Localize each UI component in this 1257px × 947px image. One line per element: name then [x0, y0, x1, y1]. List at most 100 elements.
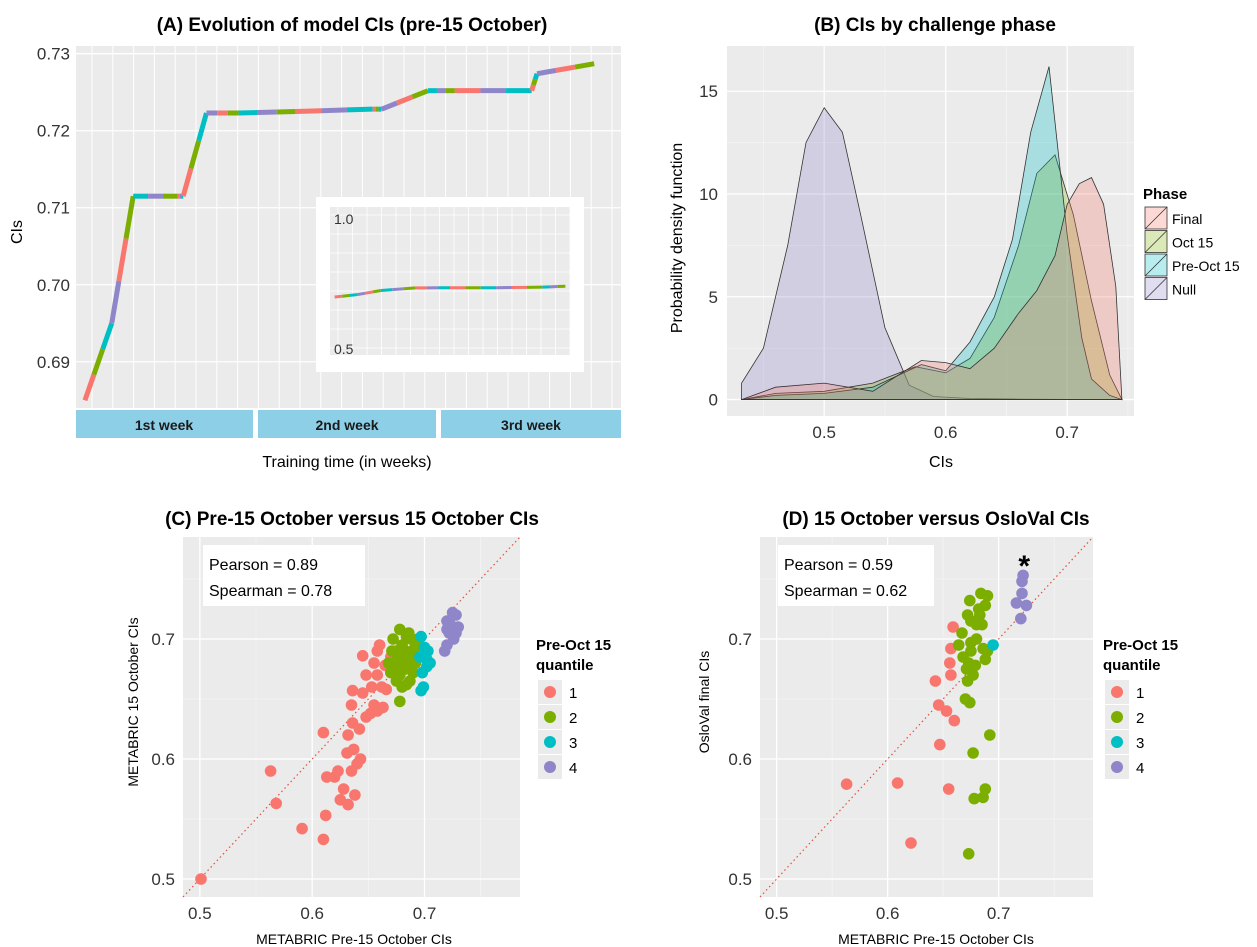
panel-c-stats-bg [203, 545, 365, 606]
point-quantile-2 [964, 696, 976, 709]
point-quantile-1 [940, 705, 953, 717]
point-quantile-4 [447, 633, 460, 645]
point-quantile-3 [421, 660, 433, 673]
xtick-label: 0.7 [987, 904, 1011, 923]
panel-d-star-marker: * [1018, 550, 1030, 583]
panel-a-week-bars: 1st week 2nd week 3rd week [76, 410, 621, 438]
point-quantile-2 [394, 695, 406, 708]
point-quantile-1 [317, 726, 330, 739]
panel-a-ytick-label: 0.72 [37, 122, 70, 141]
point-quantile-1 [945, 669, 957, 681]
panel-b-ticks: 0.5 0.6 0.7 0 5 10 15 [699, 82, 1079, 442]
point-quantile-1 [356, 650, 369, 662]
panel-a-line-segment [109, 280, 122, 324]
panel-d-stats-bg [778, 545, 934, 606]
point-quantile-1 [296, 822, 308, 835]
point-quantile-1 [840, 778, 853, 790]
point-quantile-1 [942, 783, 955, 795]
point-quantile-2 [956, 627, 968, 639]
panel-a-ci-line [82, 61, 595, 402]
point-quantile-4 [1016, 587, 1028, 600]
point-quantile-1 [337, 783, 350, 795]
week-bar-1 [76, 410, 253, 438]
point-quantile-1 [934, 738, 946, 751]
point-quantile-1 [380, 683, 393, 696]
ytick-label: 0.7 [728, 630, 752, 649]
point-quantile-1 [319, 809, 332, 822]
legend-key-point-1 [544, 686, 556, 698]
panel-a-ylabel: CIs [9, 220, 26, 244]
point-quantile-1 [368, 657, 380, 669]
panel-c-ticks: 0.5 0.6 0.7 0.5 0.6 0.7 [151, 630, 436, 923]
point-quantile-1 [342, 798, 354, 811]
point-quantile-2 [984, 729, 996, 741]
panel-b-xtick-label: 0.6 [934, 423, 958, 442]
point-quantile-3 [987, 639, 999, 651]
panel-a-title: (A) Evolution of model CIs (pre-15 Octob… [157, 15, 548, 36]
legend-key-point-4 [1111, 761, 1123, 773]
panel-a-line-segment [532, 72, 540, 81]
xtick-label: 0.5 [188, 904, 212, 923]
panel-b-legend-label: Oct 15 [1172, 235, 1213, 251]
point-quantile-1 [929, 675, 942, 687]
panel-a-line-segment [321, 107, 348, 114]
point-quantile-1 [891, 777, 904, 789]
panel-b-xtick-label: 0.7 [1055, 423, 1079, 442]
panel-c-title: (C) Pre-15 October versus 15 October CIs [165, 509, 539, 530]
legend-key-point-3 [544, 736, 556, 748]
legend-label: 2 [1136, 710, 1144, 727]
legend-key-point-2 [1111, 711, 1123, 723]
week-bar-3 [441, 410, 621, 438]
panel-d-points [840, 569, 1033, 860]
point-quantile-1 [349, 789, 361, 801]
ytick-label: 0.6 [728, 750, 752, 769]
inset-line-segment [372, 289, 382, 294]
panel-a-line-segment [123, 195, 136, 239]
inset-line-segment [392, 287, 404, 292]
point-quantile-1 [342, 729, 354, 741]
panel-b-ytick-label: 10 [699, 185, 718, 204]
legend-label: 1 [1136, 685, 1144, 702]
legend-label: 4 [569, 760, 577, 777]
panel-d-ylabel: OsloVal final CIs [696, 651, 712, 753]
point-quantile-1 [371, 669, 384, 681]
point-quantile-1 [365, 681, 378, 693]
panel-b-legend-key-slash [1144, 230, 1168, 253]
panel-b-legend-title: Phase [1143, 186, 1187, 203]
panel-c-legend-title-1: Pre-Oct 15 [536, 637, 611, 654]
panel-b: (B) CIs by challenge phase Probability d… [669, 15, 1240, 471]
inset-line-segment [365, 290, 374, 295]
panel-c-legend: Pre-Oct 15 quantile 1 2 3 4 [536, 637, 611, 779]
panel-b-legend-label: Pre-Oct 15 [1172, 258, 1240, 274]
point-quantile-2 [970, 633, 983, 645]
point-quantile-4 [1017, 569, 1029, 582]
point-quantile-1 [332, 765, 344, 777]
legend-key-point-1 [1111, 686, 1123, 698]
point-quantile-2 [408, 642, 421, 655]
panel-a-line-segment [346, 106, 373, 113]
panel-a-line-segment [295, 108, 322, 114]
point-quantile-2 [389, 659, 402, 672]
panel-a-inset: 1.0 0.5 [316, 197, 584, 372]
panel-b-legend-label: Final [1172, 211, 1202, 227]
panel-c: (C) Pre-15 October versus 15 October CIs… [125, 509, 611, 947]
legend-label: 1 [569, 685, 577, 702]
panel-a-line-segment [116, 238, 129, 282]
panel-c-pearson: Pearson = 0.89 [209, 557, 318, 574]
point-quantile-2 [967, 747, 979, 759]
ytick-label: 0.5 [728, 870, 752, 889]
point-quantile-1 [905, 837, 917, 849]
panel-b-legend-key-slash [1144, 277, 1168, 300]
inset-line-segment [380, 288, 393, 292]
point-quantile-2 [962, 848, 975, 860]
point-quantile-1 [947, 621, 959, 633]
week-label-2: 2nd week [315, 417, 378, 433]
inset-line-segment [342, 293, 351, 298]
point-quantile-3 [414, 651, 426, 663]
inset-tick-bottom: 0.5 [334, 341, 354, 357]
point-quantile-2 [961, 609, 974, 621]
point-quantile-1 [373, 639, 386, 651]
panel-a-y-ticks: 0.69 0.70 0.71 0.72 0.73 [37, 45, 70, 372]
panel-c-ylabel: METABRIC 15 October CIs [125, 617, 141, 786]
point-quantile-1 [345, 699, 358, 711]
